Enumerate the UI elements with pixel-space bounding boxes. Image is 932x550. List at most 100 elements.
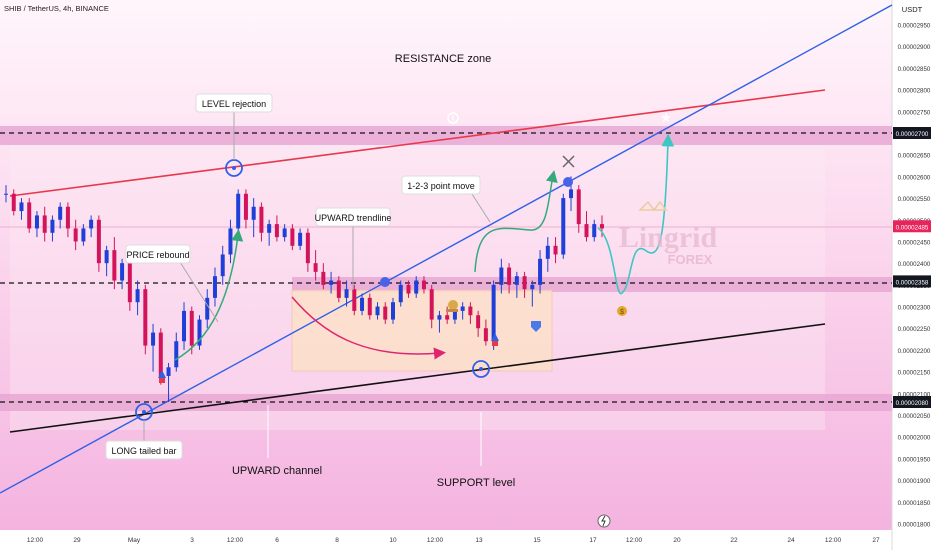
candle-body (499, 267, 504, 285)
candle-body (19, 202, 24, 212)
candle-body (383, 306, 388, 320)
price-rebound-callout: PRICE rebound (125, 244, 219, 323)
price-tick-label: 0.00002100 (898, 391, 931, 398)
candle-body (174, 341, 179, 368)
candle-body (151, 332, 156, 346)
candle-body (298, 232, 303, 246)
support-trendline (9, 323, 826, 433)
candle-body (112, 250, 117, 281)
price-tick-label: 0.00002450 (898, 239, 931, 246)
candle-body (522, 276, 527, 290)
price-tick-label: 0.00001900 (898, 478, 931, 485)
candle-body (584, 224, 589, 238)
projection-path (597, 133, 675, 295)
price-tick-label: 0.00002250 (898, 326, 931, 333)
point-move-label: 1-2-3 point move (407, 181, 475, 191)
candle-body (530, 284, 535, 290)
price-tick-label: 0.00002150 (898, 370, 931, 377)
resistance-trendline (9, 89, 826, 197)
candle-body (282, 228, 287, 238)
shield-icon (531, 321, 541, 332)
time-tick-label: 27 (872, 537, 880, 544)
candle-body (445, 315, 450, 320)
candle-body (483, 328, 488, 342)
candle-body (476, 315, 481, 329)
price-tick-label: 0.00002050 (898, 413, 931, 420)
time-tick-label: 8 (335, 537, 339, 544)
candle-body (42, 215, 47, 233)
candle-body (360, 297, 365, 311)
price-badge (893, 127, 931, 139)
candle-body (81, 228, 86, 242)
watermark-brand: Lingrid (619, 221, 718, 254)
candle-body (414, 280, 419, 294)
candle-body (553, 245, 558, 255)
candle-body (321, 271, 326, 285)
price-tick-label: 0.00002750 (898, 109, 931, 116)
candle-body (367, 297, 372, 316)
rocket-icon (491, 333, 499, 346)
upward-trendline (0, 4, 893, 494)
money-bag-icon: $ (617, 306, 627, 316)
long-tailed-bar-label: LONG tailed bar (111, 446, 176, 456)
level-rejection-label: LEVEL rejection (202, 99, 266, 109)
candle-body (329, 280, 334, 285)
time-tick-label: 12:00 (227, 537, 244, 544)
time-axis[interactable]: 12:00 29 May 3 12:00 6 8 10 12:00 13 15 17 12:00 20 22… (27, 537, 880, 544)
price-tick-label: 0.00002650 (898, 153, 931, 160)
time-tick-label: 12:00 (825, 537, 842, 544)
candle-body (96, 219, 101, 264)
candle-body (452, 310, 457, 320)
crown-icon (638, 200, 668, 212)
time-tick-label: 24 (787, 537, 795, 544)
price-tick-label: 0.00002000 (898, 435, 931, 442)
candle-body (182, 310, 187, 342)
star-icon: ★ (660, 110, 672, 125)
candle-body (576, 189, 581, 225)
candle-body (507, 267, 512, 285)
rocket-outline-icon (447, 112, 459, 124)
time-tick-label: 22 (730, 537, 738, 544)
candle-body (65, 206, 70, 229)
currency-label: USDT (902, 5, 923, 14)
time-tick-label: 3 (190, 537, 194, 544)
candle-body (344, 289, 349, 298)
candle-body (569, 189, 574, 199)
price-axis-background (892, 0, 932, 550)
candle-body (592, 224, 597, 238)
price-rebound-label: PRICE rebound (126, 250, 189, 260)
candle-body (58, 206, 63, 220)
price-tick-label: 0.00002950 (898, 23, 931, 30)
time-tick-label: 12:00 (626, 537, 643, 544)
candle-body (290, 228, 295, 246)
price-badge (893, 275, 931, 288)
candle-body (220, 254, 225, 277)
candle-body (135, 289, 140, 303)
time-tick-label: 29 (73, 537, 81, 544)
candle-body (205, 297, 210, 320)
time-tick-label: May (128, 537, 141, 544)
time-tick-label: 13 (475, 537, 483, 544)
price-tick-label: 0.00001950 (898, 456, 931, 463)
rejection-circle-dot (232, 166, 236, 170)
price-tick-label: 0.00002300 (898, 305, 931, 312)
long-tail-circle-dot (142, 410, 146, 414)
long-tailed-bar-callout: LONG tailed bar (105, 420, 183, 460)
candle-body (305, 232, 310, 264)
time-tick-label: 10 (389, 537, 397, 544)
resistance-zone-label: RESISTANCE zone (395, 53, 491, 65)
price-badge-label: 0.00002700 (896, 131, 929, 138)
candle-body (437, 315, 442, 320)
level-rejection-callout: LEVEL rejection (195, 93, 273, 160)
candle-body (158, 332, 163, 376)
candle-body (468, 306, 473, 316)
candle-body (391, 302, 395, 320)
candle-body (166, 367, 171, 376)
candle-body (251, 206, 256, 220)
price-badge-label: 0.00002485 (896, 224, 929, 231)
candle-body (236, 193, 241, 229)
price-tick-label: 0.00002400 (898, 261, 931, 268)
upward-trendline-label: UPWARD trendline (315, 213, 392, 223)
support-level-label: SUPPORT level (437, 477, 515, 489)
